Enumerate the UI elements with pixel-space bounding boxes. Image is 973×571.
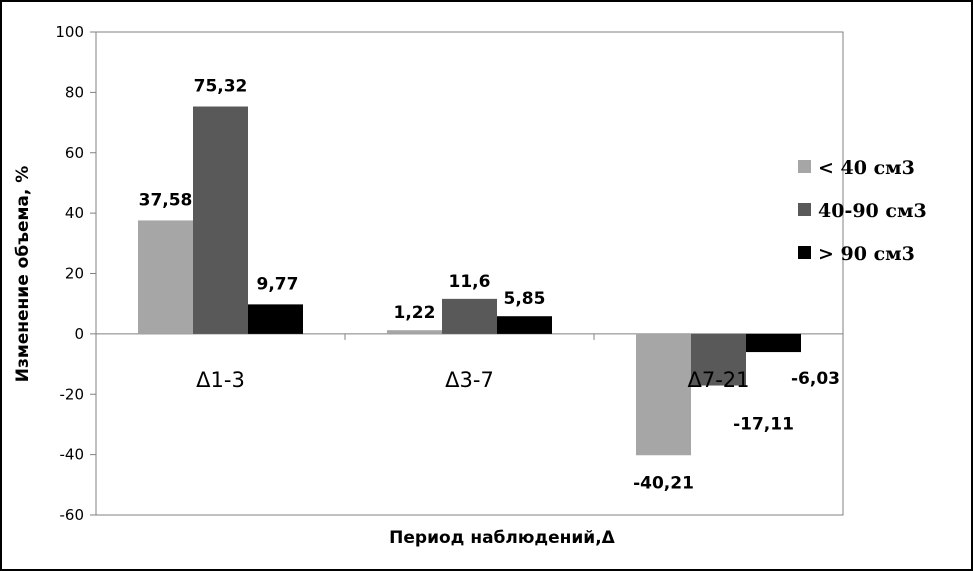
x-axis-title: Период наблюдений,Δ xyxy=(389,528,616,548)
y-tick-label: 0 xyxy=(74,325,84,343)
y-tick-label: 100 xyxy=(55,23,84,41)
category-label: Δ3-7 xyxy=(445,368,494,392)
y-tick-label: -20 xyxy=(60,385,85,403)
data-label: -40,21 xyxy=(633,473,694,493)
y-tick-label: 40 xyxy=(65,204,84,222)
data-label: 1,22 xyxy=(394,303,436,323)
legend-label: 40-90 см3 xyxy=(818,200,927,222)
y-axis-title: Изменение объема, % xyxy=(13,166,33,383)
data-label: 75,32 xyxy=(194,77,248,97)
data-label: 5,85 xyxy=(504,289,546,309)
y-tick-label: -60 xyxy=(60,506,85,524)
legend: < 40 см3 40-90 см3 > 90 см3 xyxy=(798,157,927,265)
y-tick-label: 80 xyxy=(65,83,84,101)
legend-label: > 90 см3 xyxy=(818,243,915,265)
bar xyxy=(248,304,303,334)
bar xyxy=(746,333,801,353)
bar xyxy=(138,220,193,334)
bar xyxy=(636,333,691,456)
bar xyxy=(193,106,248,334)
data-label: 11,6 xyxy=(449,272,491,292)
bar xyxy=(387,330,442,334)
data-label: -6,03 xyxy=(791,369,840,389)
y-tick-label: 20 xyxy=(65,265,84,283)
bar xyxy=(442,298,497,334)
legend-swatch xyxy=(798,160,811,173)
legend-swatch xyxy=(798,246,811,259)
category-label: Δ1-3 xyxy=(196,368,245,392)
legend-swatch xyxy=(798,203,811,216)
y-tick-label: 60 xyxy=(65,144,84,162)
legend-label: < 40 см3 xyxy=(818,157,915,179)
data-label: 9,77 xyxy=(257,274,299,294)
category-label: Δ7-21 xyxy=(687,368,749,392)
bar xyxy=(691,333,746,386)
data-label: -17,11 xyxy=(733,415,794,435)
bars xyxy=(138,106,801,456)
data-label: 37,58 xyxy=(139,190,193,210)
data-labels: 37,58 1,22 -40,21 75,32 11,6 -17,11 9,77 5,85 -6… xyxy=(139,77,840,494)
bar xyxy=(497,316,552,334)
y-tick-label: -40 xyxy=(60,446,85,464)
